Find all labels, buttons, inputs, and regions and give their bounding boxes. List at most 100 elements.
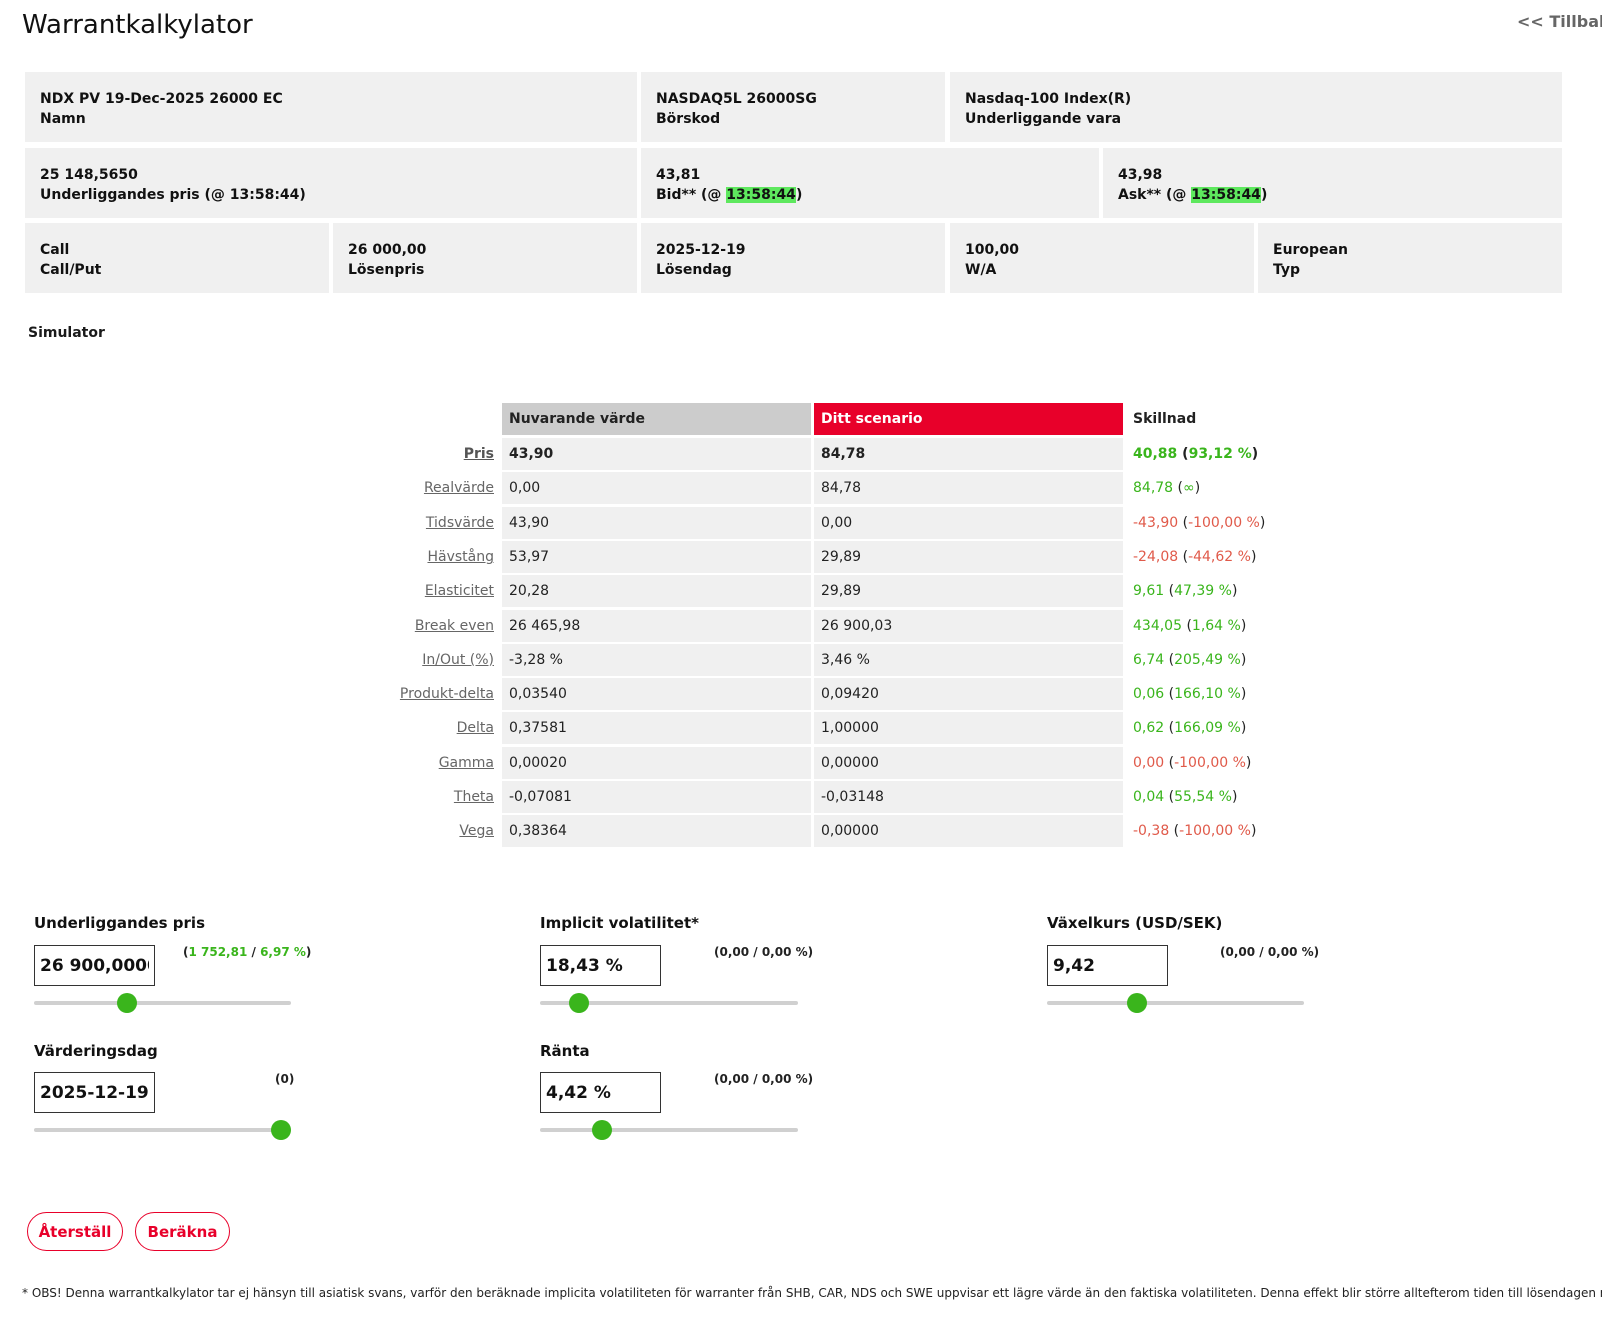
metric-label-link[interactable]: Break even xyxy=(392,610,494,642)
underlying-price-input[interactable] xyxy=(34,945,155,986)
underlying-price-change: (1 752,81 / 6,97 %) xyxy=(183,945,311,959)
info-label: Lösenpris xyxy=(348,260,622,280)
metric-label-link[interactable]: Pris xyxy=(392,438,494,470)
interest-rate-slider[interactable] xyxy=(540,1128,798,1132)
info-cell-underlying-price: 25 148,5650 Underliggandes pris (@ 13:58… xyxy=(25,148,637,218)
info-label: Lösendag xyxy=(656,260,930,280)
current-value-cell: -0,07081 xyxy=(502,781,811,813)
valuation-date-input[interactable] xyxy=(34,1072,155,1113)
info-cell-ratio: 100,00 W/A xyxy=(950,223,1254,293)
info-label: Namn xyxy=(40,109,622,129)
difference-cell: 6,74 (205,49 %) xyxy=(1133,644,1246,676)
underlying-price-label: Underliggandes pris xyxy=(34,914,205,932)
info-value: 25 148,5650 xyxy=(40,165,622,185)
metric-label-link[interactable]: In/Out (%) xyxy=(392,644,494,676)
metric-label-link[interactable]: Vega xyxy=(392,815,494,847)
metric-label-link[interactable]: Theta xyxy=(392,781,494,813)
difference-cell: 0,62 (166,09 %) xyxy=(1133,712,1246,744)
slider-handle[interactable] xyxy=(117,993,137,1013)
difference-cell: 40,88 (93,12 %) xyxy=(1133,438,1258,470)
interest-rate-input[interactable] xyxy=(540,1072,661,1113)
implied-volatility-label: Implicit volatilitet* xyxy=(540,914,699,932)
info-cell-name: NDX PV 19-Dec-2025 26000 EC Namn xyxy=(25,72,637,142)
info-label: W/A xyxy=(965,260,1239,280)
footnote: * OBS! Denna warrantkalkylator tar ej hä… xyxy=(22,1286,1582,1300)
info-label: Typ xyxy=(1273,260,1547,280)
info-cell-expiry: 2025-12-19 Lösendag xyxy=(641,223,945,293)
table-row: Theta -0,07081 -0,03148 0,04 (55,54 %) xyxy=(392,781,1292,813)
implied-volatility-slider[interactable] xyxy=(540,1001,798,1005)
info-value: 2025-12-19 xyxy=(656,240,930,260)
difference-cell: -0,38 (-100,00 %) xyxy=(1133,815,1256,847)
info-value: Call xyxy=(40,240,314,260)
implied-volatility-input[interactable] xyxy=(540,945,661,986)
scenario-value-cell: 84,78 xyxy=(814,438,1123,470)
metric-label-link[interactable]: Produkt-delta xyxy=(392,678,494,710)
back-link[interactable]: << Tillbaka xyxy=(1517,12,1602,31)
scenario-value-cell: 29,89 xyxy=(814,575,1123,607)
slider-handle[interactable] xyxy=(569,993,589,1013)
info-label: Ask** (@ 13:58:44) xyxy=(1118,185,1547,205)
info-cell-strike: 26 000,00 Lösenpris xyxy=(333,223,637,293)
metric-label-link[interactable]: Elasticitet xyxy=(392,575,494,607)
difference-cell: -24,08 (-44,62 %) xyxy=(1133,541,1256,573)
scenario-value-cell: 1,00000 xyxy=(814,712,1123,744)
info-label: Underliggandes pris (@ 13:58:44) xyxy=(40,185,622,205)
info-value: 43,81 xyxy=(656,165,1084,185)
info-cell-type: European Typ xyxy=(1258,223,1562,293)
metric-label-link[interactable]: Delta xyxy=(392,712,494,744)
difference-cell: 0,00 (-100,00 %) xyxy=(1133,747,1251,779)
scenario-value-cell: 3,46 % xyxy=(814,644,1123,676)
scenario-value-cell: 0,00000 xyxy=(814,747,1123,779)
info-value: 26 000,00 xyxy=(348,240,622,260)
scenario-value-cell: 29,89 xyxy=(814,541,1123,573)
scenario-value-cell: 0,00000 xyxy=(814,815,1123,847)
scenario-value-cell: 0,00 xyxy=(814,507,1123,539)
current-value-cell: 53,97 xyxy=(502,541,811,573)
info-label: Börskod xyxy=(656,109,930,129)
table-row: Delta 0,37581 1,00000 0,62 (166,09 %) xyxy=(392,712,1292,744)
scenario-value-cell: 84,78 xyxy=(814,472,1123,504)
header-current-value: Nuvarande värde xyxy=(502,403,811,435)
info-value: 100,00 xyxy=(965,240,1239,260)
metric-label-link[interactable]: Hävstång xyxy=(392,541,494,573)
info-value: NDX PV 19-Dec-2025 26000 EC xyxy=(40,89,622,109)
current-value-cell: 43,90 xyxy=(502,507,811,539)
interest-rate-label: Ränta xyxy=(540,1042,590,1060)
info-value: Nasdaq-100 Index(R) xyxy=(965,89,1547,109)
current-value-cell: 20,28 xyxy=(502,575,811,607)
reset-button[interactable]: Återställ xyxy=(27,1212,123,1251)
metric-label-link[interactable]: Tidsvärde xyxy=(392,507,494,539)
info-cell-call-put: Call Call/Put xyxy=(25,223,329,293)
current-value-cell: 0,38364 xyxy=(502,815,811,847)
fx-rate-slider[interactable] xyxy=(1047,1001,1304,1005)
slider-handle[interactable] xyxy=(271,1120,291,1140)
current-value-cell: 26 465,98 xyxy=(502,610,811,642)
current-value-cell: 0,00 xyxy=(502,472,811,504)
info-value: European xyxy=(1273,240,1547,260)
table-row: Realvärde 0,00 84,78 84,78 (∞) xyxy=(392,472,1292,504)
difference-cell: 0,06 (166,10 %) xyxy=(1133,678,1246,710)
valuation-date-change: (0) xyxy=(275,1072,294,1086)
header-scenario: Ditt scenario xyxy=(814,403,1123,435)
valuation-date-slider[interactable] xyxy=(34,1128,291,1132)
table-row: Vega 0,38364 0,00000 -0,38 (-100,00 %) xyxy=(392,815,1292,847)
current-value-cell: 0,00020 xyxy=(502,747,811,779)
slider-handle[interactable] xyxy=(592,1120,612,1140)
info-cell-ask: 43,98 Ask** (@ 13:58:44) xyxy=(1103,148,1562,218)
fx-rate-change: (0,00 / 0,00 %) xyxy=(1220,945,1319,959)
timestamp-highlight: 13:58:44 xyxy=(726,187,796,203)
metric-label-link[interactable]: Gamma xyxy=(392,747,494,779)
metric-label-link[interactable]: Realvärde xyxy=(392,472,494,504)
table-row: Break even 26 465,98 26 900,03 434,05 (1,64… xyxy=(392,610,1292,642)
difference-cell: -43,90 (-100,00 %) xyxy=(1133,507,1265,539)
difference-cell: 84,78 (∞) xyxy=(1133,472,1200,504)
slider-handle[interactable] xyxy=(1127,993,1147,1013)
table-row: Elasticitet 20,28 29,89 9,61 (47,39 %) xyxy=(392,575,1292,607)
timestamp-highlight: 13:58:44 xyxy=(1191,187,1261,203)
scenario-value-cell: 26 900,03 xyxy=(814,610,1123,642)
underlying-price-slider[interactable] xyxy=(34,1001,291,1005)
calculate-button[interactable]: Beräkna xyxy=(135,1212,230,1251)
fx-rate-input[interactable] xyxy=(1047,945,1168,986)
fx-rate-label: Växelkurs (USD/SEK) xyxy=(1047,914,1222,932)
